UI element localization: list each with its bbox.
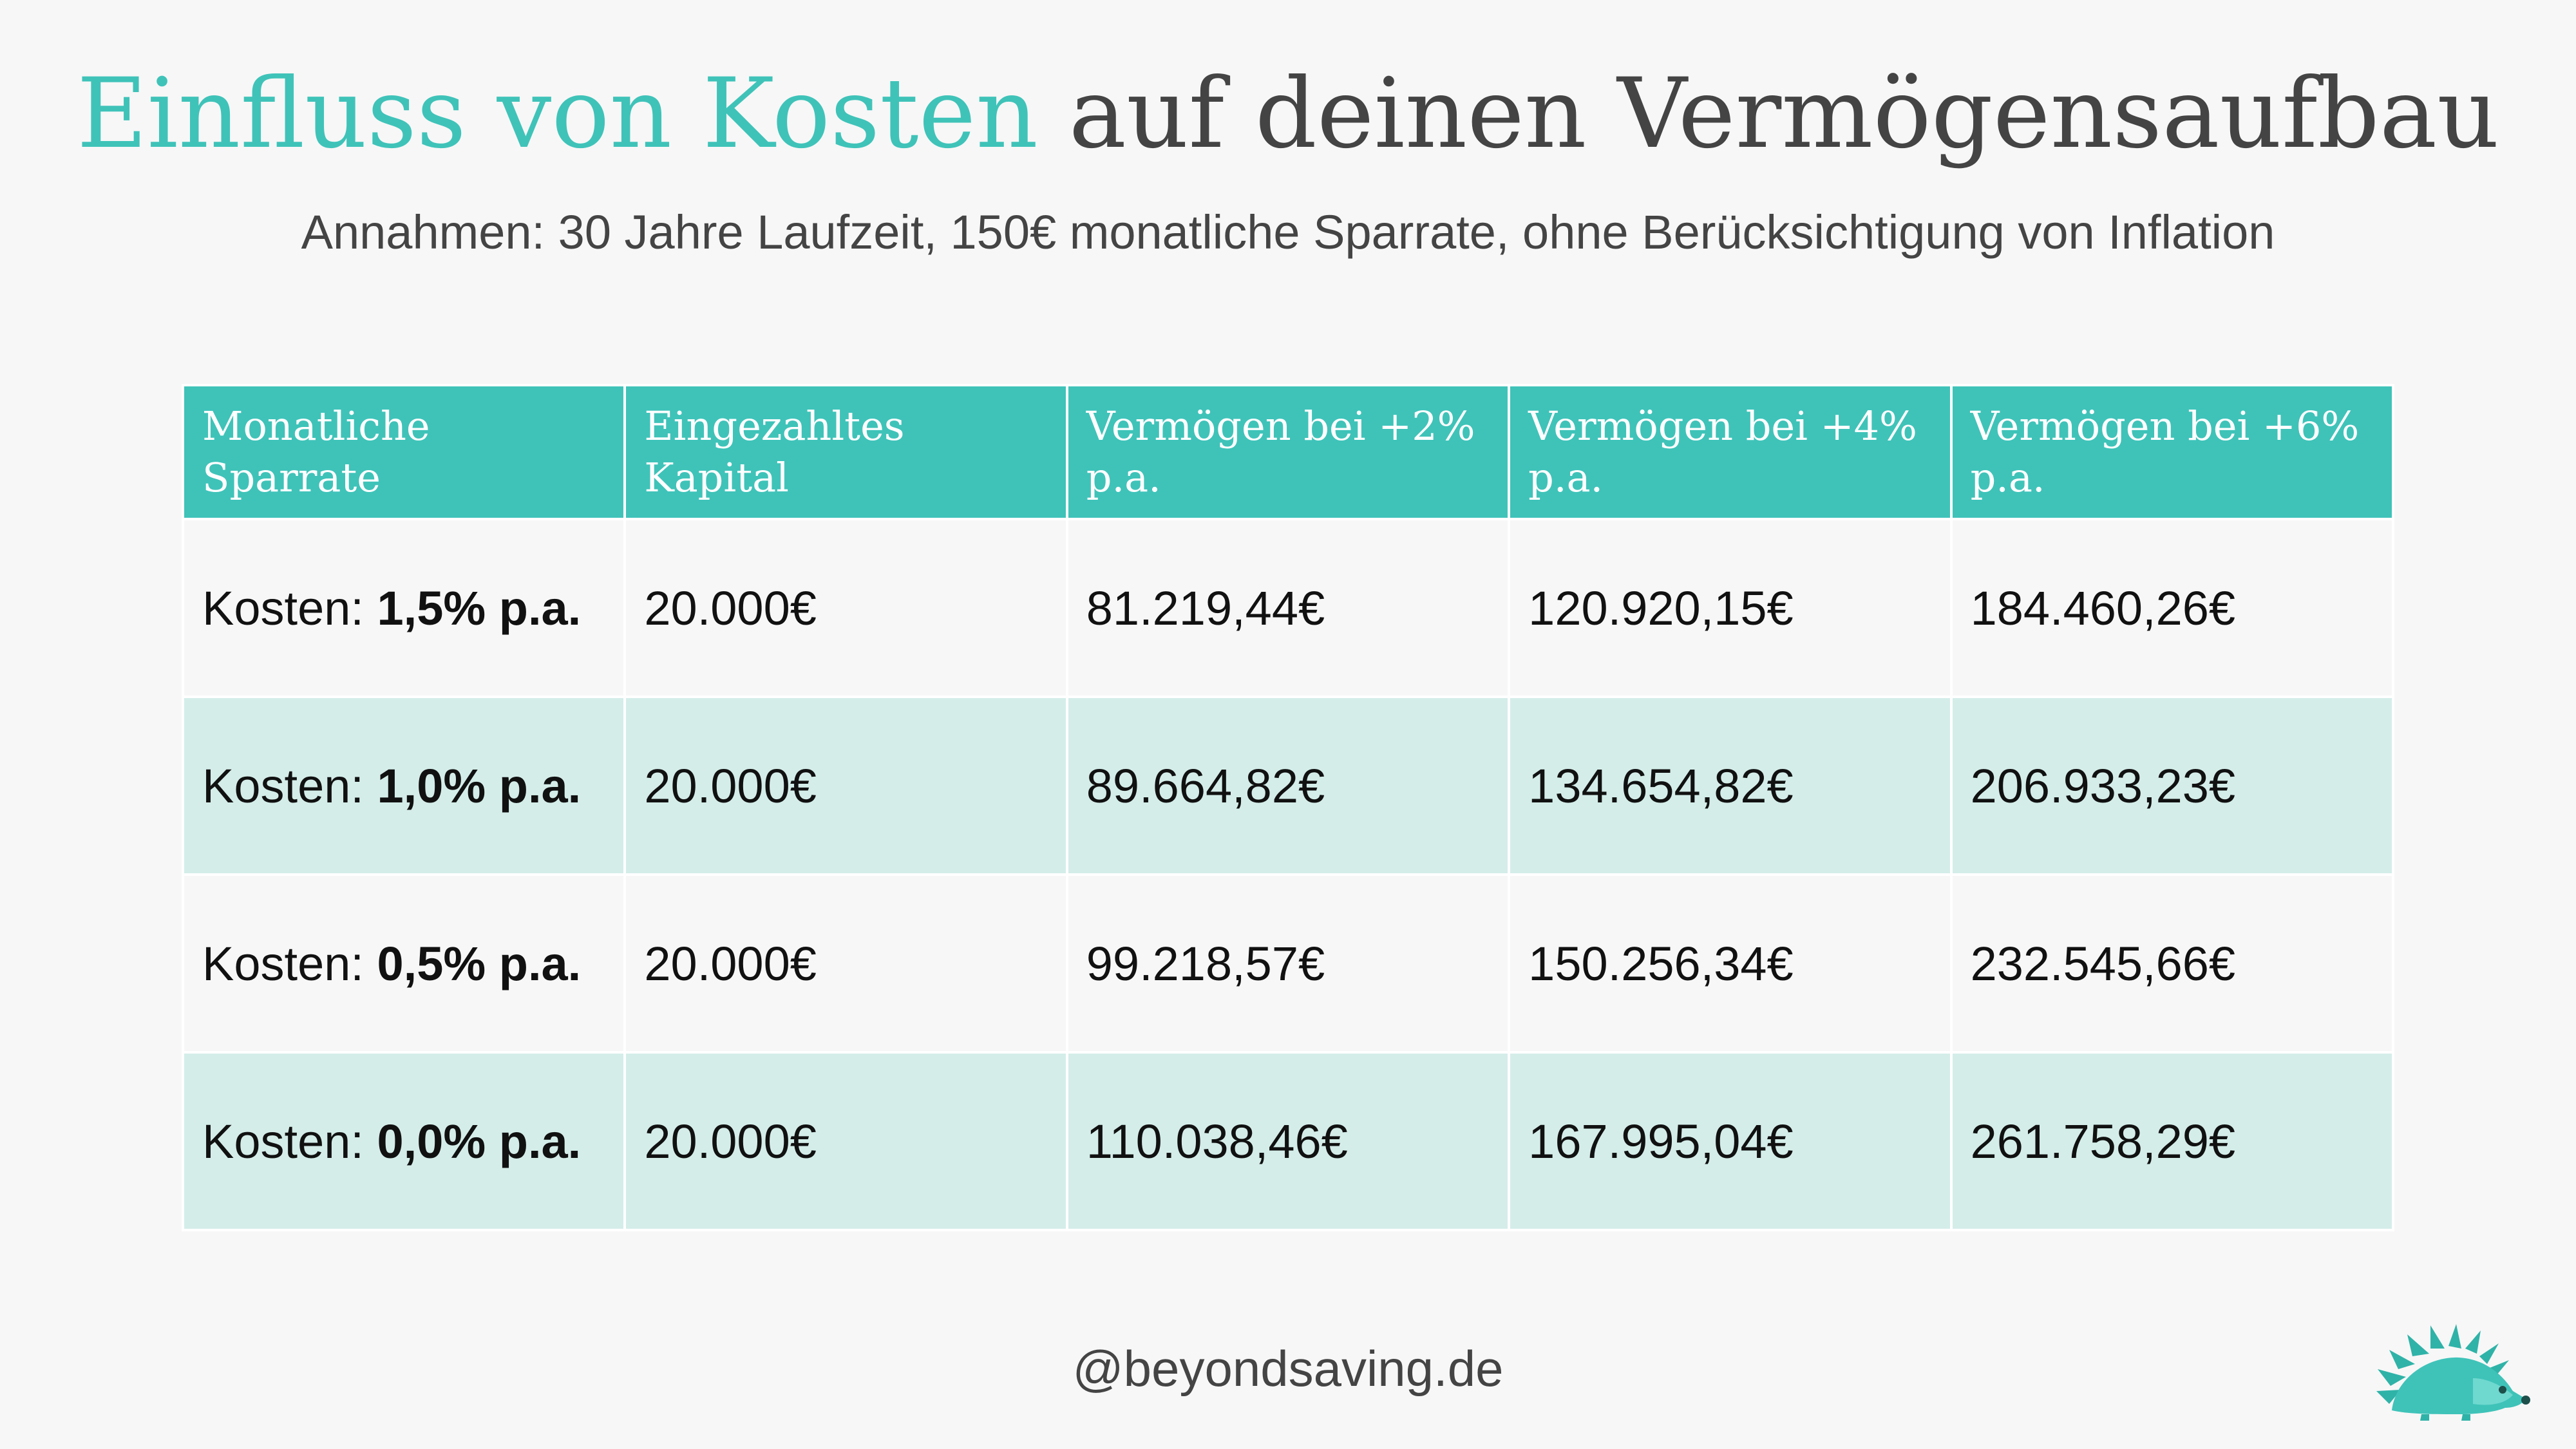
wealth-4pct-cell: 150.256,34€ (1508, 873, 1953, 1054)
capital-cell: 20.000€ (623, 518, 1068, 698)
cost-cell: Kosten: 1,5% p.a. (181, 518, 627, 698)
capital-cell: 20.000€ (623, 696, 1068, 876)
header-wealth-2pct: Vermögen bei +2% p.a. (1065, 384, 1511, 520)
table-header-row: Monatliche Sparrate Eingezahltes Kapital… (181, 384, 2395, 520)
table-row: Kosten: 0,0% p.a. 20.000€ 110.038,46€ 16… (181, 1051, 2395, 1231)
cost-value: 1,5% p.a. (377, 581, 582, 635)
wealth-2pct-cell: 99.218,57€ (1065, 873, 1511, 1054)
cost-cell: Kosten: 1,0% p.a. (181, 696, 627, 876)
title-rest: auf deinen Vermögensaufbau (1037, 58, 2499, 170)
cost-value: 0,0% p.a. (377, 1114, 582, 1168)
wealth-4pct-cell: 167.995,04€ (1508, 1051, 1953, 1231)
header-wealth-6pct: Vermögen bei +6% p.a. (1949, 384, 2395, 520)
wealth-6pct-cell: 206.933,23€ (1949, 696, 2395, 876)
page-title: Einfluss von Kosten auf deinen Vermögens… (0, 61, 2576, 167)
page-subtitle: Annahmen: 30 Jahre Laufzeit, 150€ monatl… (301, 205, 2275, 259)
wealth-2pct-cell: 81.219,44€ (1065, 518, 1511, 698)
cost-prefix: Kosten: (202, 936, 377, 990)
wealth-4pct-cell: 120.920,15€ (1508, 518, 1953, 698)
cost-prefix: Kosten: (202, 581, 377, 635)
table-row: Kosten: 1,5% p.a. 20.000€ 81.219,44€ 120… (181, 518, 2395, 698)
wealth-4pct-cell: 134.654,82€ (1508, 696, 1953, 876)
cost-comparison-table: Monatliche Sparrate Eingezahltes Kapital… (181, 384, 2395, 1231)
cost-value: 0,5% p.a. (377, 936, 582, 990)
cost-cell: Kosten: 0,5% p.a. (181, 873, 627, 1054)
wealth-2pct-cell: 89.664,82€ (1065, 696, 1511, 876)
wealth-2pct-cell: 110.038,46€ (1065, 1051, 1511, 1231)
header-wealth-4pct: Vermögen bei +4% p.a. (1508, 384, 1953, 520)
wealth-6pct-cell: 232.545,66€ (1949, 873, 2395, 1054)
wealth-6pct-cell: 261.758,29€ (1949, 1051, 2395, 1231)
cost-value: 1,0% p.a. (377, 759, 582, 813)
footer-handle: @beyondsaving.de (1072, 1340, 1504, 1397)
table-row: Kosten: 1,0% p.a. 20.000€ 89.664,82€ 134… (181, 696, 2395, 876)
table-body: Kosten: 1,5% p.a. 20.000€ 81.219,44€ 120… (181, 518, 2395, 1231)
cost-prefix: Kosten: (202, 1114, 377, 1168)
capital-cell: 20.000€ (623, 1051, 1068, 1231)
cost-prefix: Kosten: (202, 759, 377, 813)
cost-cell: Kosten: 0,0% p.a. (181, 1051, 627, 1231)
table-header: Monatliche Sparrate Eingezahltes Kapital… (181, 384, 2395, 520)
table-row: Kosten: 0,5% p.a. 20.000€ 99.218,57€ 150… (181, 873, 2395, 1054)
hedgehog-icon (2376, 1324, 2530, 1421)
wealth-6pct-cell: 184.460,26€ (1949, 518, 2395, 698)
header-monthly-rate: Monatliche Sparrate (181, 384, 627, 520)
header-paid-capital: Eingezahltes Kapital (623, 384, 1068, 520)
title-highlight: Einfluss von Kosten (77, 58, 1038, 170)
capital-cell: 20.000€ (623, 873, 1068, 1054)
